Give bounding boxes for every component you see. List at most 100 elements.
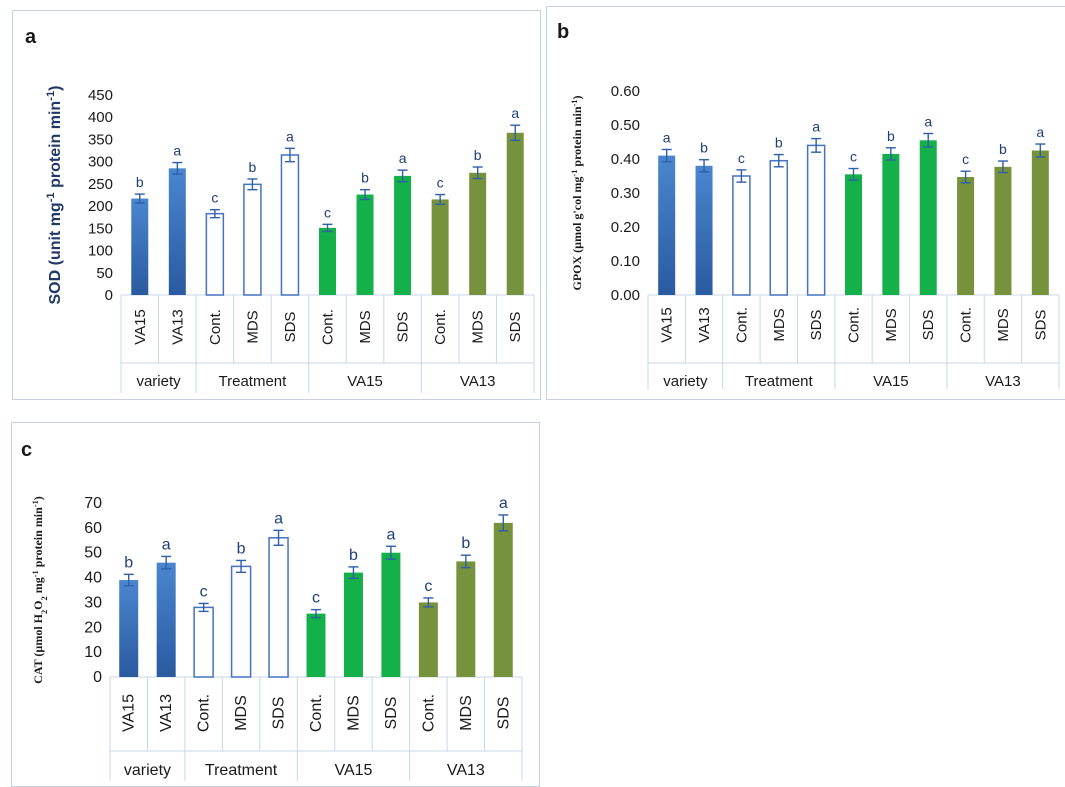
y-tick-label-a: 350: [88, 131, 113, 148]
category-label: Cont.: [958, 307, 975, 343]
y-tick-label-a: 0: [105, 287, 113, 304]
category-label: MDS: [244, 310, 261, 343]
group-label-va13: VA13: [460, 373, 496, 390]
category-label: SDS: [920, 310, 937, 341]
bar-sds-b: [1031, 150, 1049, 295]
significance-letter: b: [999, 141, 1007, 157]
y-axis-label-a: SOD (unit mg-1 protein min-1): [45, 85, 64, 304]
category-label: VA13: [696, 307, 713, 343]
bar-cont-b: [845, 174, 862, 295]
significance-letter: c: [324, 204, 331, 220]
y-tick-label-c: 0: [93, 669, 102, 686]
category-label: MDS: [883, 308, 900, 341]
chart-b-svg: b 0.00 0.10 0.20 0.30 0.40 0.50 0.60 GPOX (µmol …: [557, 21, 1060, 390]
significance-letter: c: [424, 578, 432, 595]
category-label: MDS: [470, 310, 487, 343]
bar-sds-b: [919, 140, 937, 295]
category-label: MDS: [995, 308, 1012, 341]
bar-va15-c: [119, 580, 139, 677]
significance-letter: b: [249, 159, 257, 175]
bar-mds-c: [456, 561, 476, 677]
bar-sds-a: [280, 154, 300, 296]
category-label: VA13: [169, 309, 186, 345]
bar-cont-c: [193, 606, 214, 678]
group-label-va15: VA15: [347, 373, 383, 390]
group-label-variety: variety: [663, 373, 708, 390]
bar-mds-a: [469, 172, 487, 295]
significance-letter: b: [124, 554, 133, 571]
significance-letter: a: [663, 129, 671, 145]
y-tick-label-b: 0.20: [611, 219, 640, 236]
significance-letter: a: [812, 119, 820, 135]
category-label: VA15: [659, 307, 676, 343]
category-label: Cont.: [320, 309, 337, 345]
y-tick-label-c: 10: [84, 644, 102, 661]
bar-sds-a: [394, 175, 412, 295]
significance-letter: a: [499, 495, 508, 512]
significance-letter: a: [286, 128, 294, 144]
chart-panel-a: a 0 50 100 150 200 250 300 350 400 450 SOD (unit mg…: [12, 10, 541, 400]
significance-letter: b: [136, 174, 144, 190]
y-tick-label-c: 60: [84, 520, 102, 537]
y-tick-label-a: 50: [96, 265, 113, 282]
category-label: SDS: [282, 312, 299, 343]
bar-mds-b: [882, 153, 900, 295]
y-tick-label-c: 30: [84, 594, 102, 611]
bar-cont-b: [957, 177, 975, 295]
significance-letter: b: [887, 128, 895, 144]
bar-va15-a: [131, 198, 149, 295]
y-tick-label-b: 0.50: [611, 117, 640, 134]
bar-va13-a: [168, 168, 186, 295]
y-tick-label-a: 250: [88, 176, 113, 193]
significance-letter: b: [349, 547, 358, 564]
category-label: Cont.: [733, 307, 750, 343]
bar-mds-b: [769, 159, 789, 296]
category-label: SDS: [271, 697, 288, 730]
bar-va13-c: [156, 562, 176, 677]
group-label-va15: VA15: [334, 762, 372, 779]
y-tick-label-a: 200: [88, 198, 113, 215]
y-tick-label-b: 0.30: [611, 185, 640, 202]
category-label: Cont.: [420, 694, 437, 732]
significance-letter: c: [200, 583, 208, 600]
category-label: SDS: [1032, 310, 1049, 341]
significance-letter: c: [962, 151, 969, 167]
chart-panel-b: b 0.00 0.10 0.20 0.30 0.40 0.50 0.60 GPOX (µmol …: [546, 6, 1065, 400]
significance-letter: a: [1036, 124, 1044, 140]
group-label-va13: VA13: [447, 762, 485, 779]
panel-label-a: a: [25, 26, 37, 48]
bar-cont-a: [319, 227, 336, 295]
significance-letter: c: [437, 175, 444, 191]
y-axis-label-c: CAT (µmol H2O2 mg-1 protein min-1): [31, 496, 49, 684]
category-label: SDS: [383, 697, 400, 730]
significance-letter: a: [162, 536, 171, 553]
group-label-va15: VA15: [873, 373, 909, 390]
bar-mds-b: [994, 166, 1012, 295]
group-label-treatment: Treatment: [205, 762, 278, 779]
chart-c-svg: c 0 10 20 30 40 50 60 70 CAT (µmol H2O2 mg-1 prot…: [21, 439, 523, 781]
bar-mds-a: [356, 194, 374, 295]
group-label-treatment: Treatment: [745, 373, 814, 390]
significance-letter: a: [173, 143, 181, 159]
significance-letter: c: [211, 190, 218, 206]
category-label: SDS: [395, 312, 412, 343]
y-tick-label-b: 0.60: [611, 83, 640, 100]
y-tick-label-a: 300: [88, 154, 113, 171]
y-tick-label-a: 150: [88, 220, 113, 237]
category-label: MDS: [345, 695, 362, 731]
chart-a-svg: a 0 50 100 150 200 250 300 350 400 450 SOD (unit mg…: [25, 26, 535, 393]
y-tick-label-a: 100: [88, 243, 113, 260]
category-label: VA15: [121, 694, 138, 732]
category-label: Cont.: [432, 309, 449, 345]
bar-va13-b: [695, 165, 713, 295]
y-tick-label-b: 0.10: [611, 253, 640, 270]
significance-letter: b: [237, 540, 246, 557]
category-label: MDS: [357, 310, 374, 343]
significance-letter: c: [738, 150, 745, 166]
panel-label-b: b: [557, 21, 569, 43]
y-tick-label-c: 50: [84, 545, 102, 562]
category-label: Cont.: [196, 694, 213, 732]
category-label: MDS: [458, 695, 475, 731]
significance-letter: a: [386, 526, 395, 543]
significance-letter: a: [399, 150, 407, 166]
